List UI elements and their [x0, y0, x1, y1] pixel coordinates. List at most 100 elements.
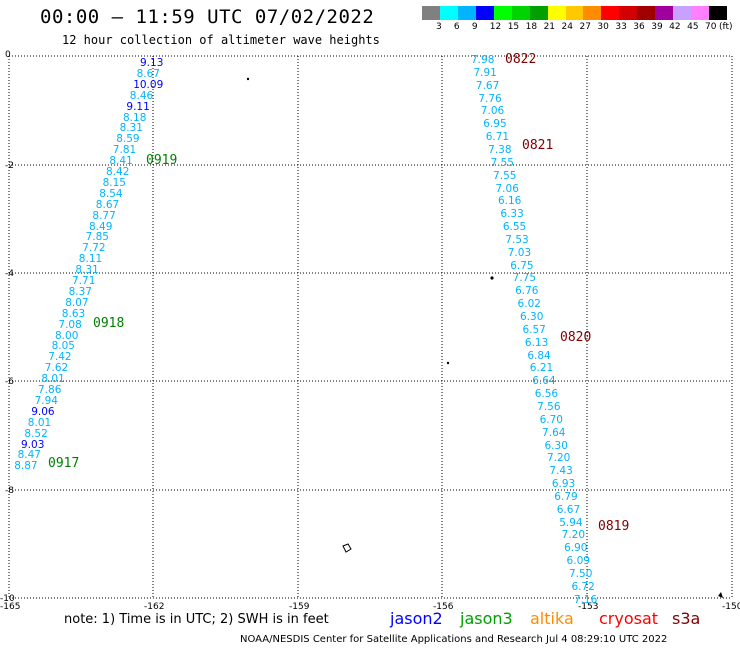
- wave-height-value: 8.63: [61, 307, 86, 320]
- legend-label: 42: [669, 22, 681, 32]
- wave-height-value: 5.94: [559, 516, 583, 529]
- legend-swatch: [709, 6, 727, 20]
- wave-height-value: 6.16: [497, 195, 522, 208]
- wave-height-value: 8.31: [75, 264, 99, 277]
- footer-credit: NOAA/NESDIS Center for Satellite Applica…: [240, 634, 668, 645]
- wave-height-value: 7.64: [542, 426, 566, 439]
- legend-label: 15: [507, 22, 520, 32]
- wave-height-value: 7.53: [505, 233, 529, 246]
- wave-height-value: 6.70: [539, 413, 563, 426]
- wave-height-value: 7.03: [507, 246, 532, 259]
- legend-swatch: [655, 6, 674, 20]
- page-title: 00:00 – 11:59 UTC 07/02/2022: [40, 6, 375, 28]
- legend-label: 30: [597, 22, 609, 32]
- x-tick-label: -165: [0, 602, 21, 612]
- wave-height-value: 6.76: [515, 285, 539, 298]
- legend-label: 3: [435, 22, 442, 32]
- wave-height-value: 7.06: [480, 105, 505, 118]
- wave-height-value: 9.11: [126, 100, 150, 113]
- legend-swatch: [547, 6, 566, 20]
- wave-height-value: 8.67: [136, 67, 160, 80]
- wave-height-value: 8.18: [123, 111, 147, 124]
- page-subtitle: 12 hour collection of altimeter wave hei…: [62, 33, 380, 47]
- legend-swatch: [529, 6, 548, 20]
- wave-height-value: 7.56: [537, 400, 561, 413]
- wave-height-value: 8.87: [14, 460, 38, 473]
- legend-swatch: [439, 6, 458, 20]
- wave-height-value: 8.15: [102, 176, 126, 189]
- wave-height-value: 6.09: [566, 555, 590, 568]
- wave-height-value: 6.79: [554, 490, 578, 503]
- legend-label: 70: [705, 22, 717, 32]
- island-marks: [246, 77, 723, 598]
- wave-height-value: 8.49: [89, 220, 113, 233]
- wave-height-value: 6.21: [529, 362, 554, 375]
- y-tick-label: -4: [5, 269, 14, 279]
- wave-height-value: 8.52: [24, 427, 48, 440]
- legend-swatch: [475, 6, 494, 20]
- wave-height-value: 7.55: [490, 156, 514, 169]
- wave-height-value: 8.01: [41, 373, 65, 386]
- satellite-name: cryosat: [599, 609, 659, 628]
- x-tick-label: -156: [433, 602, 454, 612]
- wave-height-value: 6.90: [564, 542, 588, 555]
- wave-height-value: 8.31: [119, 122, 143, 135]
- wave-height-value: 8.41: [109, 155, 133, 168]
- wave-height-value: 8.67: [95, 198, 120, 211]
- time-label: 0919: [146, 153, 178, 168]
- legend-label: 45: [687, 22, 699, 32]
- legend-label: 36: [633, 22, 645, 32]
- wave-height-value: 8.37: [68, 285, 92, 298]
- wave-height-value: 8.42: [106, 166, 130, 178]
- wave-height-value: 7.16: [573, 593, 598, 606]
- wave-height-value: 7.08: [58, 318, 82, 331]
- wave-height-value: 7.43: [549, 465, 573, 478]
- island-mark: [342, 543, 352, 553]
- wave-height-value: 9.06: [31, 405, 55, 418]
- legend-swatch: [422, 6, 440, 20]
- legend-swatch: [565, 6, 584, 20]
- wave-height-value: 7.06: [495, 182, 519, 195]
- wave-height-value: 8.77: [92, 209, 116, 222]
- x-tick-label: -153: [578, 602, 599, 612]
- wave-height-value: 7.98: [471, 54, 495, 66]
- footer-note: note: 1) Time is in UTC; 2) SWH is in fe…: [64, 612, 329, 627]
- wave-height-value: 7.67: [475, 79, 500, 92]
- satellite-name: jason2: [390, 609, 443, 628]
- legend-swatch: [601, 6, 620, 20]
- x-tick-label: -150: [722, 602, 740, 612]
- time-label: 0917: [48, 456, 80, 471]
- legend-swatch: [457, 6, 476, 20]
- satellite-name: s3a: [672, 609, 701, 628]
- wave-height-value: 6.64: [532, 375, 556, 388]
- legend-label: 9: [471, 22, 478, 32]
- wave-height-value: 8.46: [129, 89, 154, 102]
- legend-swatch: [511, 6, 530, 20]
- satellite-name: jason3: [460, 609, 513, 628]
- time-label: 0918: [93, 316, 125, 331]
- wave-height-value: 7.50: [569, 568, 593, 580]
- y-tick-label: -8: [5, 486, 14, 496]
- wave-height-value: 6.02: [517, 298, 541, 311]
- wave-height-value: 6.67: [556, 503, 581, 516]
- wave-height-value: 8.01: [27, 416, 52, 429]
- wave-height-value: 8.07: [65, 296, 89, 309]
- wave-height-value: 6.33: [500, 208, 524, 221]
- legend-label: 12: [489, 22, 502, 32]
- satellite-name: altika: [530, 609, 574, 628]
- wave-height-value: 6.30: [520, 311, 544, 323]
- legend-label: 27: [579, 22, 591, 32]
- wave-height-value: 8.05: [51, 340, 75, 353]
- wave-height-value: 7.20: [546, 452, 571, 465]
- x-tick-label: -159: [289, 602, 310, 612]
- wave-height-value: 8.59: [116, 133, 140, 146]
- wave-height-value: 8.54: [99, 187, 123, 200]
- legend-swatch: [619, 6, 638, 20]
- y-tick-label: -6: [5, 377, 14, 387]
- wave-height-value: 6.30: [544, 439, 568, 452]
- wave-height-value: 6.75: [510, 259, 534, 272]
- wave-height-value: 6.56: [534, 388, 559, 401]
- wave-height-value: 7.94: [34, 394, 58, 407]
- legend-label: (ft): [719, 22, 733, 32]
- wave-height-value: 7.71: [72, 275, 96, 287]
